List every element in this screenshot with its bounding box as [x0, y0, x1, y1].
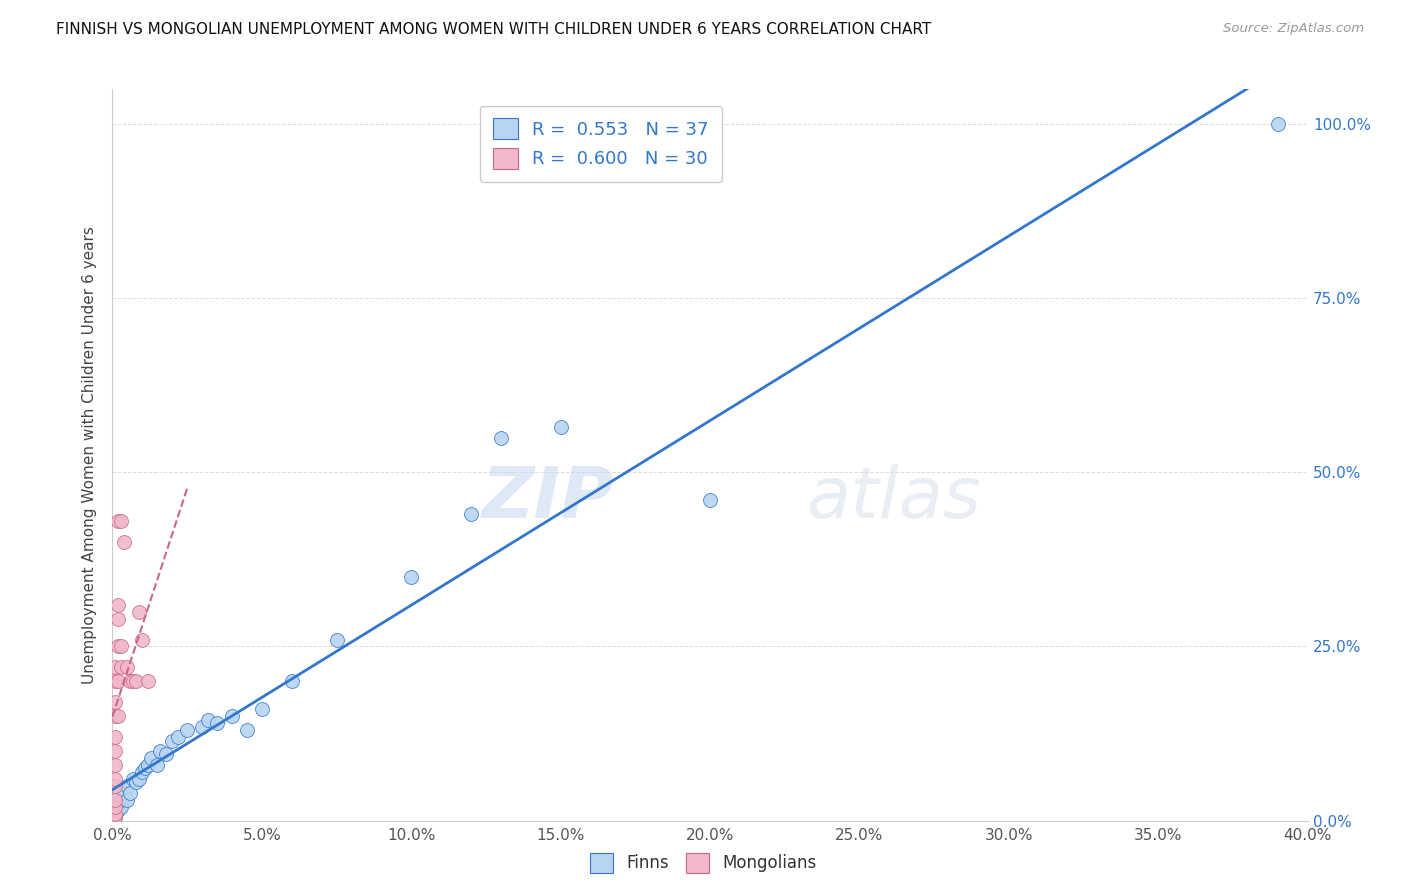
- Point: [117, 793, 139, 807]
- Point: [176, 723, 198, 737]
- Point: [489, 430, 512, 444]
- Point: [191, 720, 214, 734]
- Point: [114, 786, 135, 800]
- Text: FINNISH VS MONGOLIAN UNEMPLOYMENT AMONG WOMEN WITH CHILDREN UNDER 6 YEARS CORREL: FINNISH VS MONGOLIAN UNEMPLOYMENT AMONG …: [56, 22, 932, 37]
- Text: ZIP: ZIP: [482, 465, 614, 533]
- Point: [125, 674, 148, 689]
- Text: Source: ZipAtlas.com: Source: ZipAtlas.com: [1223, 22, 1364, 36]
- Point: [117, 779, 139, 793]
- Y-axis label: Unemployment Among Women with Children Under 6 years: Unemployment Among Women with Children U…: [82, 226, 97, 684]
- Point: [699, 493, 721, 508]
- Point: [104, 799, 127, 814]
- Point: [236, 723, 259, 737]
- Point: [104, 779, 127, 793]
- Point: [104, 810, 127, 824]
- Point: [205, 716, 228, 731]
- Point: [138, 758, 160, 772]
- Point: [281, 674, 304, 689]
- Point: [131, 632, 153, 647]
- Point: [107, 640, 129, 654]
- Point: [167, 730, 190, 744]
- Point: [104, 806, 127, 821]
- Point: [107, 514, 129, 528]
- Point: [110, 799, 132, 814]
- Point: [141, 751, 163, 765]
- Point: [104, 772, 127, 786]
- Point: [162, 733, 183, 747]
- Point: [104, 758, 127, 772]
- Point: [401, 570, 423, 584]
- Point: [107, 709, 129, 723]
- Point: [149, 744, 172, 758]
- Point: [110, 514, 132, 528]
- Point: [107, 674, 129, 689]
- Point: [128, 772, 150, 786]
- Point: [131, 764, 153, 779]
- Point: [120, 674, 142, 689]
- Point: [104, 793, 127, 807]
- Point: [460, 507, 482, 521]
- Point: [114, 535, 135, 549]
- Point: [125, 775, 148, 789]
- Point: [325, 632, 347, 647]
- Point: [122, 674, 145, 689]
- Legend: R =  0.553   N = 37, R =  0.600   N = 30: R = 0.553 N = 37, R = 0.600 N = 30: [479, 105, 721, 182]
- Point: [117, 660, 139, 674]
- Point: [550, 420, 572, 434]
- Point: [104, 709, 127, 723]
- Point: [104, 730, 127, 744]
- Point: [134, 761, 156, 775]
- Point: [120, 786, 142, 800]
- Point: [104, 744, 127, 758]
- Point: [107, 796, 129, 810]
- Text: atlas: atlas: [806, 465, 980, 533]
- Point: [104, 674, 127, 689]
- Point: [146, 758, 169, 772]
- Point: [221, 709, 243, 723]
- Point: [104, 660, 127, 674]
- Point: [128, 605, 150, 619]
- Point: [104, 695, 127, 709]
- Point: [138, 674, 160, 689]
- Point: [1267, 117, 1289, 131]
- Point: [107, 803, 129, 817]
- Point: [250, 702, 273, 716]
- Point: [110, 793, 132, 807]
- Point: [110, 640, 132, 654]
- Point: [107, 612, 129, 626]
- Point: [197, 713, 219, 727]
- Point: [110, 660, 132, 674]
- Point: [104, 810, 127, 824]
- Point: [107, 598, 129, 612]
- Point: [122, 772, 145, 786]
- Legend: Finns, Mongolians: Finns, Mongolians: [583, 847, 823, 880]
- Point: [155, 747, 177, 762]
- Point: [104, 806, 127, 821]
